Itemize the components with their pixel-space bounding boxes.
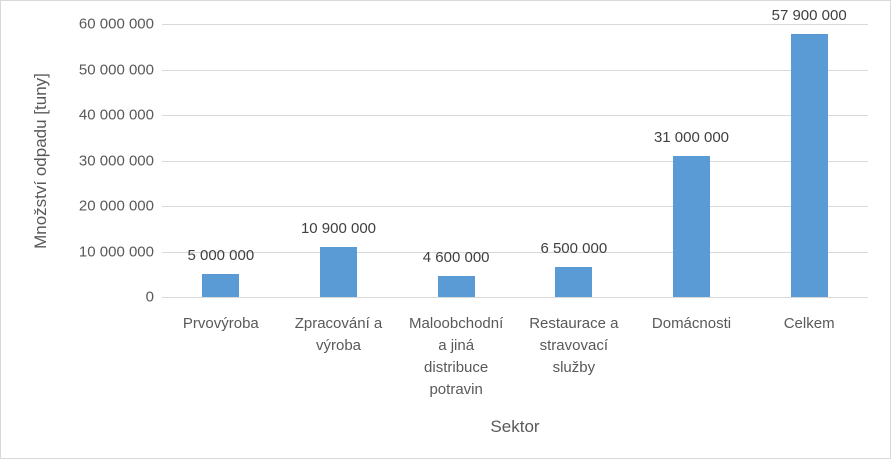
x-category-label: Prvovýroba: [182, 315, 259, 332]
data-label: 57 900 000: [771, 6, 847, 24]
x-category-label: Celkem: [783, 315, 835, 332]
gridline: [162, 206, 868, 207]
bar: [673, 155, 710, 297]
y-tick-label: 60 000 000: [78, 15, 154, 33]
data-label: 5 000 000: [187, 247, 255, 265]
data-label: 6 500 000: [540, 240, 608, 258]
bar: [790, 33, 828, 297]
x-category-label: Maloobchodní a jiná distribuce potravin: [409, 315, 504, 398]
bar: [555, 267, 593, 297]
bar: [320, 247, 357, 297]
gridline: [162, 297, 868, 298]
gridline: [162, 160, 868, 162]
gridline: [162, 115, 868, 116]
bar: [202, 274, 240, 297]
y-tick-label: 40 000 000: [78, 106, 154, 124]
y-tick-label: 30 000 000: [78, 152, 154, 169]
x-category-label: Restaurace a stravovací služby: [529, 315, 619, 376]
data-label: 10 900 000: [300, 220, 377, 238]
y-tick-label: 20 000 000: [78, 197, 154, 215]
gridline: [162, 69, 868, 71]
data-label: 31 000 000: [653, 128, 730, 146]
data-label: 4 600 000: [422, 249, 490, 267]
x-axis-title: Sektor: [490, 417, 540, 436]
plot-area: 5 000 000 10 900 000 4 600 000 6 500 000 31 …: [162, 7, 868, 298]
gridline: [162, 24, 868, 25]
bar: [437, 276, 475, 297]
y-tick-label: 0: [145, 288, 154, 306]
y-tick-label: 50 000 000: [78, 61, 154, 78]
gridline: [162, 251, 868, 253]
x-category-label: Domácnosti: [651, 315, 732, 332]
x-category-label: Zpracování a výroba: [294, 315, 383, 354]
y-tick-label: 10 000 000: [78, 243, 154, 260]
